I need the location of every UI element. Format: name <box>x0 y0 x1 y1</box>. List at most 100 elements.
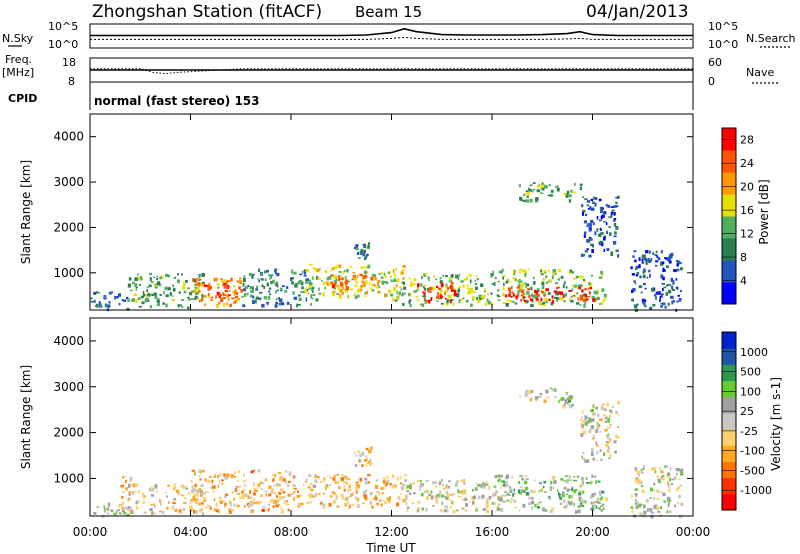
data-cell <box>475 286 478 290</box>
data-cell <box>605 296 607 299</box>
data-cell <box>542 278 545 281</box>
data-cell <box>334 492 337 495</box>
data-cell <box>408 300 411 304</box>
data-cell <box>590 274 594 277</box>
data-cell <box>154 295 158 299</box>
data-cell <box>550 480 553 485</box>
data-cell <box>138 284 141 286</box>
data-cell <box>594 492 597 496</box>
data-cell <box>138 305 142 308</box>
data-cell <box>402 277 405 280</box>
data-cell <box>344 276 347 280</box>
data-cell <box>540 487 544 490</box>
data-cell <box>195 510 198 514</box>
data-cell <box>556 489 559 492</box>
data-cell <box>480 295 484 299</box>
data-cell <box>504 491 507 493</box>
data-cell <box>668 260 672 264</box>
data-cell <box>278 504 280 506</box>
data-cell <box>409 485 412 490</box>
data-cell <box>566 493 568 496</box>
data-cell <box>504 494 507 497</box>
data-cell <box>266 282 269 287</box>
data-cell <box>585 477 588 480</box>
data-cell <box>365 497 369 501</box>
data-cell <box>665 258 668 260</box>
data-cell <box>594 501 598 503</box>
data-cell <box>671 478 674 481</box>
data-cell <box>509 501 513 504</box>
data-cell <box>162 302 165 305</box>
data-cell <box>312 484 316 488</box>
data-cell <box>602 299 606 302</box>
data-cell <box>243 484 247 487</box>
data-cell <box>505 294 507 298</box>
data-cell <box>649 250 651 254</box>
data-cell <box>178 291 181 294</box>
data-cell <box>190 505 193 510</box>
data-cell <box>517 290 520 295</box>
data-cell <box>563 300 566 303</box>
data-cell <box>599 240 604 243</box>
data-cell <box>338 277 341 281</box>
data-cell <box>277 289 279 292</box>
data-cell <box>576 302 580 305</box>
data-cell <box>387 289 392 293</box>
data-cell <box>226 293 229 296</box>
data-cell <box>514 302 518 305</box>
data-cell <box>677 261 681 265</box>
data-cell <box>151 486 154 488</box>
colorbar-tick-label: 100 <box>740 385 761 398</box>
data-cell <box>476 278 480 281</box>
data-cell <box>400 486 404 491</box>
data-cell <box>518 283 521 287</box>
data-cell <box>217 475 220 479</box>
data-cell <box>543 303 546 306</box>
data-cell <box>650 258 653 262</box>
data-cell <box>667 499 672 502</box>
colorbar-tick-label: -25 <box>740 425 758 438</box>
data-cell <box>562 396 565 401</box>
data-cell <box>464 497 468 501</box>
data-cell <box>402 498 405 503</box>
data-cell <box>643 510 647 514</box>
data-cell <box>535 199 539 203</box>
data-cell <box>172 284 174 288</box>
data-cell <box>484 287 487 290</box>
data-cell <box>315 298 319 302</box>
data-cell <box>192 278 195 282</box>
data-cell <box>613 440 616 444</box>
data-cell <box>419 484 422 488</box>
data-cell <box>293 497 296 501</box>
data-cell <box>270 280 273 285</box>
data-cell <box>635 506 639 509</box>
data-cell <box>615 410 618 414</box>
data-cell <box>617 400 621 404</box>
data-cell <box>663 500 666 503</box>
data-cell <box>380 276 384 279</box>
data-cell <box>679 515 683 519</box>
data-cell <box>127 498 130 502</box>
data-cell <box>384 485 386 490</box>
data-cell <box>217 484 220 488</box>
data-cell <box>582 480 585 484</box>
data-cell <box>362 490 367 495</box>
data-cell <box>478 294 482 298</box>
data-cell <box>189 501 192 504</box>
data-cell <box>154 484 158 488</box>
data-cell <box>587 223 591 226</box>
data-cell <box>440 494 445 498</box>
data-cell <box>566 397 571 401</box>
data-cell <box>676 468 680 472</box>
data-cell <box>314 474 317 477</box>
data-cell <box>267 509 270 512</box>
data-cell <box>435 278 437 280</box>
data-cell <box>394 268 397 271</box>
data-cell <box>199 478 202 481</box>
data-cell <box>592 404 595 408</box>
data-cell <box>596 459 599 461</box>
data-cell <box>355 487 359 491</box>
data-cell <box>194 483 197 488</box>
data-cell <box>605 203 608 207</box>
data-cell <box>420 284 423 286</box>
